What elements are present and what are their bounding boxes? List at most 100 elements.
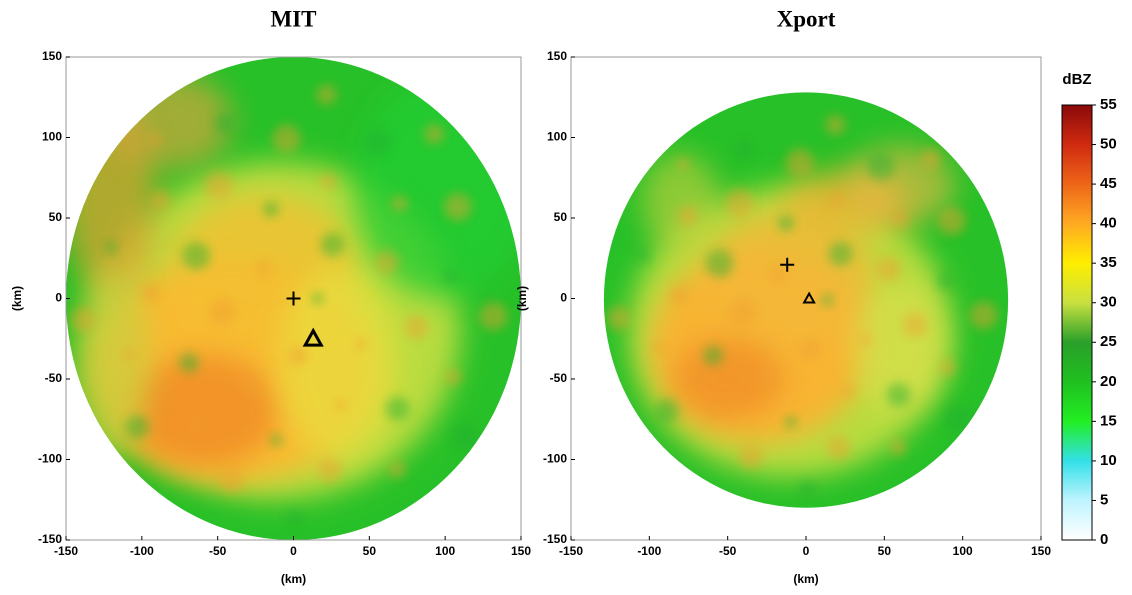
radar-image [66, 57, 536, 540]
echo-cell [712, 403, 724, 415]
echo-cell [703, 345, 723, 365]
echo-cell [288, 346, 308, 366]
echo-cell [638, 250, 650, 262]
x-tick-label: -150 [559, 544, 583, 558]
echo-cell [877, 257, 901, 281]
echo-cell [70, 307, 94, 331]
echo-cell [706, 249, 734, 277]
echo-cell [480, 302, 508, 330]
colorbar-title: dBZ [1062, 71, 1091, 88]
echo-cell [375, 250, 399, 274]
echo-cell [355, 338, 367, 350]
echo-cell [938, 207, 966, 235]
echo-cell [655, 399, 679, 423]
echo-cell [123, 348, 135, 360]
echo-cell [389, 462, 405, 478]
figure: MIT(km)(km)-150-100-50050100150-150-100-… [0, 0, 1132, 595]
echo-cell [944, 405, 972, 433]
echo-cell [829, 191, 845, 207]
echo-cell [758, 366, 778, 386]
echo-cell [771, 266, 787, 282]
echo-cell [903, 313, 927, 337]
echo-cell [149, 134, 161, 146]
echo-cell [141, 282, 161, 302]
echo-cell [678, 206, 698, 226]
x-tick-label: 100 [435, 544, 455, 558]
echo-cell [392, 196, 408, 212]
echo-cell [729, 298, 757, 326]
echo-cell [404, 315, 428, 339]
echo-cell [386, 397, 410, 421]
colorbar-tick-label: 50 [1100, 136, 1117, 153]
echo-cell [443, 268, 459, 284]
echo-cell [317, 85, 337, 105]
echo-cell [270, 434, 282, 446]
y-tick-label: 100 [42, 130, 62, 144]
x-tick-label: 150 [1031, 544, 1051, 558]
x-tick-label: 0 [290, 544, 297, 558]
echo-cell [208, 298, 236, 326]
y-tick-label: 100 [547, 130, 567, 144]
y-tick-label: 0 [55, 291, 62, 305]
colorbar [1062, 105, 1092, 540]
echo-cell [860, 333, 872, 345]
echo-cell [887, 383, 911, 407]
echo-cell [892, 210, 908, 226]
echo-cell [921, 149, 941, 169]
panel-title: MIT [271, 6, 317, 31]
echo-cell [125, 415, 149, 439]
echo-cell [220, 469, 244, 493]
x-tick-label: -100 [130, 544, 154, 558]
echo-cell [445, 369, 461, 385]
echo-cell [829, 242, 853, 266]
echo-cell [286, 510, 302, 526]
colorbar-tick-label: 30 [1100, 294, 1117, 311]
echo-cell [312, 293, 324, 305]
y-tick-label: -50 [550, 371, 568, 385]
colorbar-tick-label: 10 [1100, 452, 1117, 469]
echo-cell [320, 173, 336, 189]
y-tick-label: -150 [38, 532, 62, 546]
x-tick-label: -50 [209, 544, 227, 558]
x-tick-label: 150 [511, 544, 531, 558]
y-axis-label: (km) [515, 286, 529, 311]
x-axis-label: (km) [281, 572, 306, 586]
colorbar-tick-label: 15 [1100, 412, 1117, 429]
y-tick-label: -150 [543, 532, 567, 546]
echo-cell [263, 201, 279, 217]
y-tick-label: 0 [560, 291, 567, 305]
x-tick-label: -100 [637, 544, 661, 558]
y-tick-label: -100 [543, 452, 567, 466]
x-tick-label: -150 [54, 544, 78, 558]
y-axis-label: (km) [10, 286, 24, 311]
colorbar-tick-label: 5 [1100, 491, 1108, 508]
echo-cell [785, 416, 797, 428]
x-axis-label: (km) [793, 572, 818, 586]
echo-cell [444, 193, 472, 221]
echo-cell [150, 190, 170, 210]
y-tick-label: 150 [42, 49, 62, 63]
x-tick-label: 100 [953, 544, 973, 558]
echo-cell [334, 399, 346, 411]
echo-cell [826, 436, 850, 460]
echo-cell [320, 233, 344, 257]
echo-cell [255, 260, 271, 276]
echo-cell [867, 152, 895, 180]
echo-cell [842, 386, 854, 398]
echo-cell [938, 273, 954, 289]
echo-cell [188, 419, 200, 431]
colorbar-tick-label: 25 [1100, 333, 1117, 350]
echo-cell [214, 113, 234, 133]
panel-title: Xport [777, 6, 836, 31]
echo-cell [799, 481, 815, 497]
echo-cell [677, 158, 689, 170]
echo-core [127, 355, 279, 468]
echo-cell [739, 445, 763, 469]
echo-cell [940, 359, 956, 375]
echo-cell [364, 129, 392, 157]
echo-cell [778, 215, 794, 231]
x-tick-label: 50 [363, 544, 377, 558]
echo-cell [800, 339, 820, 359]
y-tick-label: -50 [45, 371, 63, 385]
echo-cell [786, 148, 814, 176]
